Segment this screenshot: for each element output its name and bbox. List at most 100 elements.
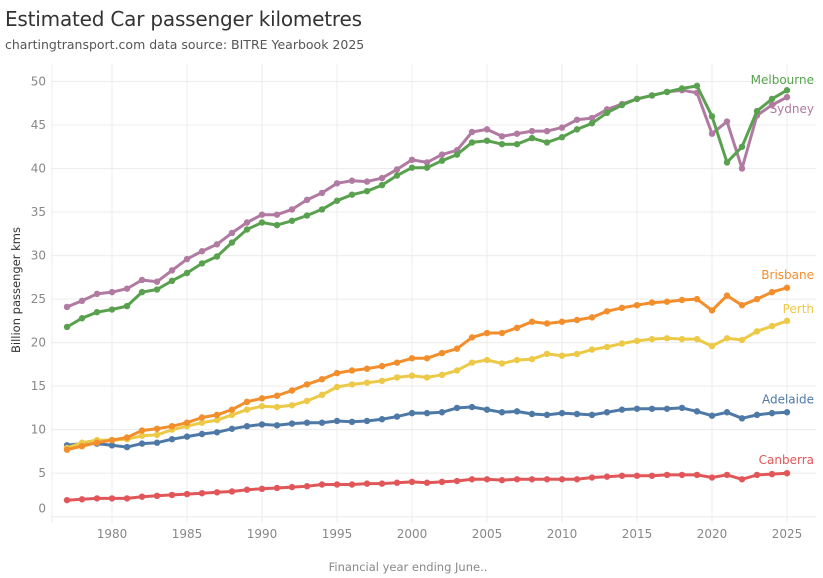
data-point xyxy=(573,316,581,324)
data-point xyxy=(153,286,161,293)
series-sydney xyxy=(63,87,791,311)
data-point xyxy=(408,478,416,486)
data-point xyxy=(573,116,581,123)
data-point xyxy=(318,481,326,488)
data-point xyxy=(633,472,641,479)
data-point xyxy=(183,419,191,426)
data-point xyxy=(663,298,671,305)
data-point xyxy=(408,355,416,362)
data-point xyxy=(243,486,251,493)
data-point xyxy=(318,189,326,197)
chart-subtitle: chartingtransport.com data source: BITRE… xyxy=(5,37,365,52)
series-line xyxy=(66,84,788,329)
data-point xyxy=(228,411,236,419)
data-point xyxy=(138,440,146,447)
data-point xyxy=(108,442,116,449)
data-point xyxy=(78,297,86,305)
data-point xyxy=(513,324,521,332)
data-point xyxy=(543,350,551,358)
data-point xyxy=(438,371,446,379)
series-melbourne xyxy=(63,82,791,331)
data-point xyxy=(333,417,341,425)
data-point xyxy=(753,107,761,115)
y-tick-label: 10 xyxy=(31,423,46,437)
data-point xyxy=(483,476,491,483)
series-label-perth: Perth xyxy=(783,302,814,316)
data-point xyxy=(513,408,521,415)
data-point xyxy=(138,493,146,500)
y-tick-label: 30 xyxy=(31,249,46,263)
data-point xyxy=(303,397,311,405)
data-point xyxy=(243,398,251,406)
series-lines xyxy=(63,82,791,504)
x-tick-label: 2005 xyxy=(472,527,503,541)
data-point xyxy=(558,409,566,417)
data-point xyxy=(108,436,116,444)
data-point xyxy=(273,422,281,429)
data-point xyxy=(363,178,371,185)
data-point xyxy=(618,472,626,479)
data-point xyxy=(468,128,476,136)
data-point xyxy=(483,356,491,364)
x-tick-label: 2025 xyxy=(772,527,803,541)
data-point xyxy=(258,211,266,218)
gridlines xyxy=(51,64,816,523)
data-point xyxy=(543,411,551,419)
data-point xyxy=(693,471,701,479)
data-point xyxy=(723,335,731,342)
data-point xyxy=(378,480,386,487)
data-point xyxy=(513,130,521,137)
data-point xyxy=(138,276,146,284)
data-point xyxy=(333,369,341,377)
data-point xyxy=(393,479,401,486)
x-tick-label: 2000 xyxy=(397,527,428,541)
data-point xyxy=(78,496,86,503)
data-point xyxy=(678,404,686,412)
data-point xyxy=(663,471,671,479)
data-point xyxy=(558,134,566,141)
data-point xyxy=(168,422,176,430)
data-point xyxy=(348,177,356,184)
data-point xyxy=(378,181,386,189)
data-point xyxy=(228,425,236,432)
data-point xyxy=(558,124,566,131)
series-canberra xyxy=(63,469,791,504)
data-point xyxy=(138,288,146,296)
data-point xyxy=(363,379,371,386)
data-point xyxy=(753,471,761,479)
data-point xyxy=(768,470,776,478)
data-point xyxy=(588,474,596,481)
data-point xyxy=(783,469,791,477)
data-point xyxy=(408,372,416,379)
data-point xyxy=(213,416,221,424)
data-point xyxy=(63,446,71,453)
data-point xyxy=(423,159,431,166)
data-point xyxy=(393,413,401,420)
series-adelaide xyxy=(63,403,791,451)
data-point xyxy=(303,381,311,388)
data-point xyxy=(453,477,461,485)
data-point xyxy=(273,484,281,492)
data-point xyxy=(708,474,716,481)
data-point xyxy=(153,278,161,285)
data-point xyxy=(183,490,191,498)
data-point xyxy=(438,478,446,486)
data-point xyxy=(258,402,266,410)
data-point xyxy=(63,496,71,504)
data-point xyxy=(153,425,161,432)
x-tick-label: 2010 xyxy=(547,527,578,541)
data-point xyxy=(333,197,341,204)
data-point xyxy=(78,315,86,322)
data-point xyxy=(528,355,536,363)
data-point xyxy=(438,349,446,357)
data-point xyxy=(123,443,131,451)
data-point xyxy=(588,120,596,127)
data-point xyxy=(603,308,611,315)
data-point xyxy=(603,409,611,416)
data-point xyxy=(633,405,641,412)
data-point xyxy=(318,391,326,399)
x-axis-ticks: 1980 1985 1990 1995 2000 2005 2010 2015 2020 2025 xyxy=(97,527,803,541)
data-point xyxy=(123,302,131,310)
data-point xyxy=(363,417,371,425)
